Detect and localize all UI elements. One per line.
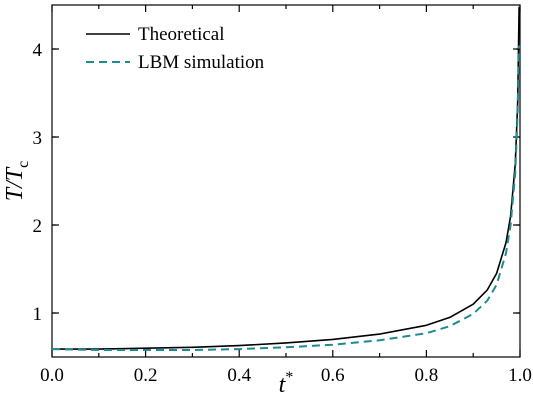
legend: Theoretical LBM simulation	[86, 24, 265, 73]
y-tick-label: 3	[33, 128, 43, 149]
x-tick-label: 0.2	[134, 365, 158, 386]
plot-area-frame	[51, 4, 521, 358]
legend-label-theoretical: Theoretical	[138, 24, 225, 45]
series-line-lbm-simulation	[51, 45, 521, 351]
x-axis-title: t*	[279, 369, 294, 398]
y-tick-label: 4	[33, 40, 43, 61]
tick-labels: 0.0 0.2 0.4 0.6 0.8 1.0 1 2 3 4	[33, 40, 532, 386]
y-tick-label: 2	[33, 216, 43, 237]
series-line-theoretical	[52, 6, 520, 350]
y-axis-title: T/Tc	[2, 161, 32, 201]
x-tick-label: 0.6	[321, 365, 345, 386]
x-tick-label: 0.4	[227, 365, 251, 386]
x-tick-label: 1.0	[508, 365, 532, 386]
x-tick-label: 0.0	[40, 365, 64, 386]
y-tick-label: 1	[33, 304, 43, 325]
legend-label-lbm-simulation: LBM simulation	[138, 52, 265, 73]
axis-ticks	[51, 5, 521, 357]
x-tick-label: 0.8	[415, 365, 439, 386]
series-lines	[51, 6, 521, 351]
